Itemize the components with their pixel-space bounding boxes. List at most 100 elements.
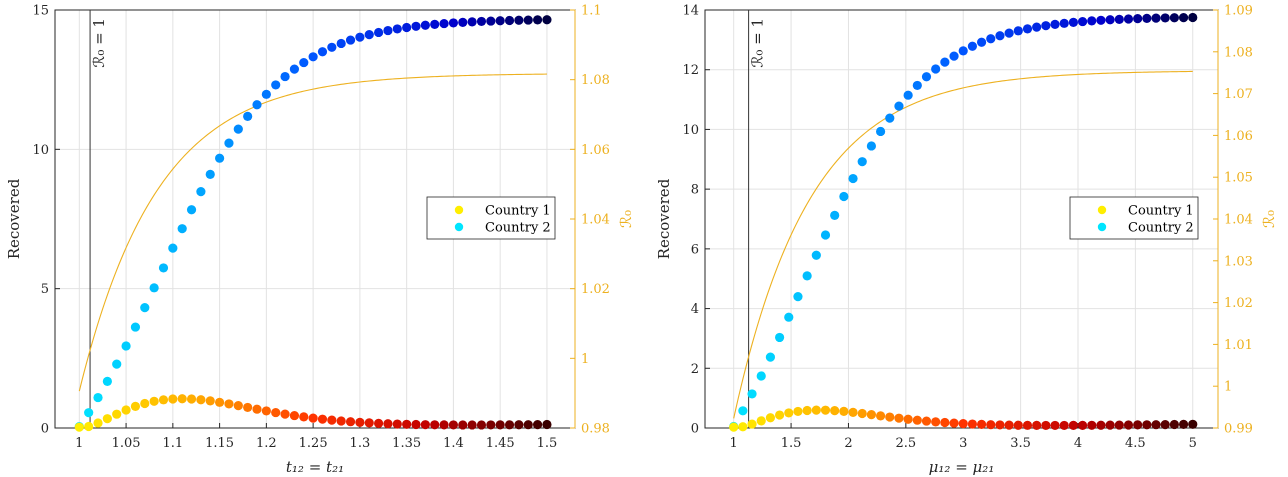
x-tick-label: 1: [75, 436, 83, 451]
country-1-point: [774, 410, 785, 420]
country-1-point: [364, 418, 374, 428]
country-1-point: [448, 420, 459, 430]
country-1-point: [308, 413, 318, 423]
country-1-point: [271, 407, 281, 418]
country-2-point: [392, 24, 402, 34]
country-2-point: [224, 138, 234, 148]
country-2-point: [112, 359, 122, 369]
legend-label: Country 2: [1128, 221, 1194, 236]
threshold-label: ℛ₀ = 1: [749, 18, 767, 68]
y2-axis-title: ℛ₀: [1260, 210, 1278, 228]
x-tick-label: 4: [1074, 436, 1082, 451]
country-2-point: [958, 46, 968, 56]
country-1-point: [793, 406, 803, 417]
country-2-point: [215, 153, 225, 163]
country-1-point: [121, 405, 131, 415]
legend-label: Country 1: [1128, 204, 1194, 219]
legend-marker: [454, 222, 464, 232]
country-2-point: [504, 15, 515, 26]
country-2-point: [327, 42, 337, 52]
country-1-point: [1114, 420, 1124, 430]
country-1-point: [820, 405, 831, 415]
country-2-point: [875, 126, 886, 137]
country-2-point: [149, 283, 159, 293]
x-axis-title: t₁₂ = t₂₁: [286, 458, 344, 476]
country-2-point: [811, 250, 821, 260]
country-2-point: [299, 57, 309, 68]
country-1-point: [345, 417, 356, 427]
country-1-point: [811, 405, 821, 415]
country-1-point: [439, 420, 449, 430]
country-1-point: [1077, 420, 1088, 430]
country-2-point: [439, 18, 449, 29]
country-2-point: [1059, 18, 1069, 28]
country-1-point: [958, 419, 968, 429]
country-2-point: [261, 89, 271, 99]
country-1-point: [336, 416, 346, 426]
country-1-point: [1087, 420, 1097, 430]
country-1-point: [140, 398, 150, 409]
country-1-point: [392, 419, 402, 429]
country-1-point: [729, 422, 739, 432]
country-2-point: [830, 210, 840, 220]
country-2-point: [121, 341, 131, 351]
legend-marker: [1097, 205, 1107, 215]
country-2-point: [986, 34, 996, 44]
country-2-point: [1188, 12, 1198, 23]
country-1-point: [1123, 420, 1134, 430]
country-1-point: [158, 395, 169, 405]
country-2-point: [967, 41, 978, 51]
country-1-point: [215, 397, 225, 407]
country-1-point: [1151, 420, 1161, 430]
legend-label: Country 1: [485, 204, 551, 219]
country-1-point: [866, 410, 877, 420]
country-1-point: [289, 410, 300, 421]
country-1-point: [233, 401, 243, 411]
country-1-point: [495, 420, 505, 430]
country-2-point: [1178, 12, 1189, 23]
y-tick-label: 10: [32, 143, 49, 158]
country-1-point: [784, 408, 794, 418]
x-tick-label: 1.15: [205, 436, 234, 451]
country-2-point: [1068, 17, 1078, 27]
country-1-point: [903, 414, 913, 424]
country-2-point: [532, 15, 543, 25]
country-2-point: [1096, 15, 1106, 25]
y-tick-label: 12: [682, 63, 699, 78]
legend-marker: [1097, 222, 1107, 232]
country-1-point: [261, 406, 271, 416]
x-tick-label: 1.2: [256, 436, 277, 451]
country-1-point: [542, 419, 552, 430]
country-1-point: [504, 420, 515, 430]
y2-tick-label: 1.09: [1224, 4, 1253, 19]
y-tick-label: 5: [41, 282, 49, 297]
x-tick-label: 1.4: [443, 436, 464, 451]
country-2-point: [765, 352, 776, 362]
country-1-point: [373, 418, 384, 428]
country-1-point: [205, 396, 215, 406]
country-2-point: [495, 16, 505, 26]
r0-curve: [733, 70, 1193, 419]
country-1-point: [514, 420, 524, 430]
r0-curve: [78, 73, 547, 392]
country-2-point: [885, 113, 895, 123]
country-1-point: [84, 421, 94, 432]
country-2-point: [921, 72, 932, 82]
country-1-point: [830, 406, 840, 416]
country-2-point: [467, 17, 477, 27]
series-country-2: [74, 15, 552, 432]
country-1-point: [420, 420, 430, 430]
country-2-point: [793, 291, 803, 302]
country-1-point: [894, 413, 904, 423]
country-2-point: [364, 30, 374, 40]
country-2-point: [102, 376, 112, 386]
x-tick-label: 1.3: [350, 436, 371, 451]
y2-tick-label: 1.08: [581, 73, 610, 88]
y2-tick-label: 0.98: [581, 422, 610, 437]
country-1-point: [402, 419, 412, 429]
country-2-point: [271, 80, 281, 90]
country-2-point: [894, 101, 904, 111]
country-2-point: [1022, 24, 1033, 34]
country-1-point: [1160, 420, 1170, 430]
country-1-point: [976, 419, 987, 430]
